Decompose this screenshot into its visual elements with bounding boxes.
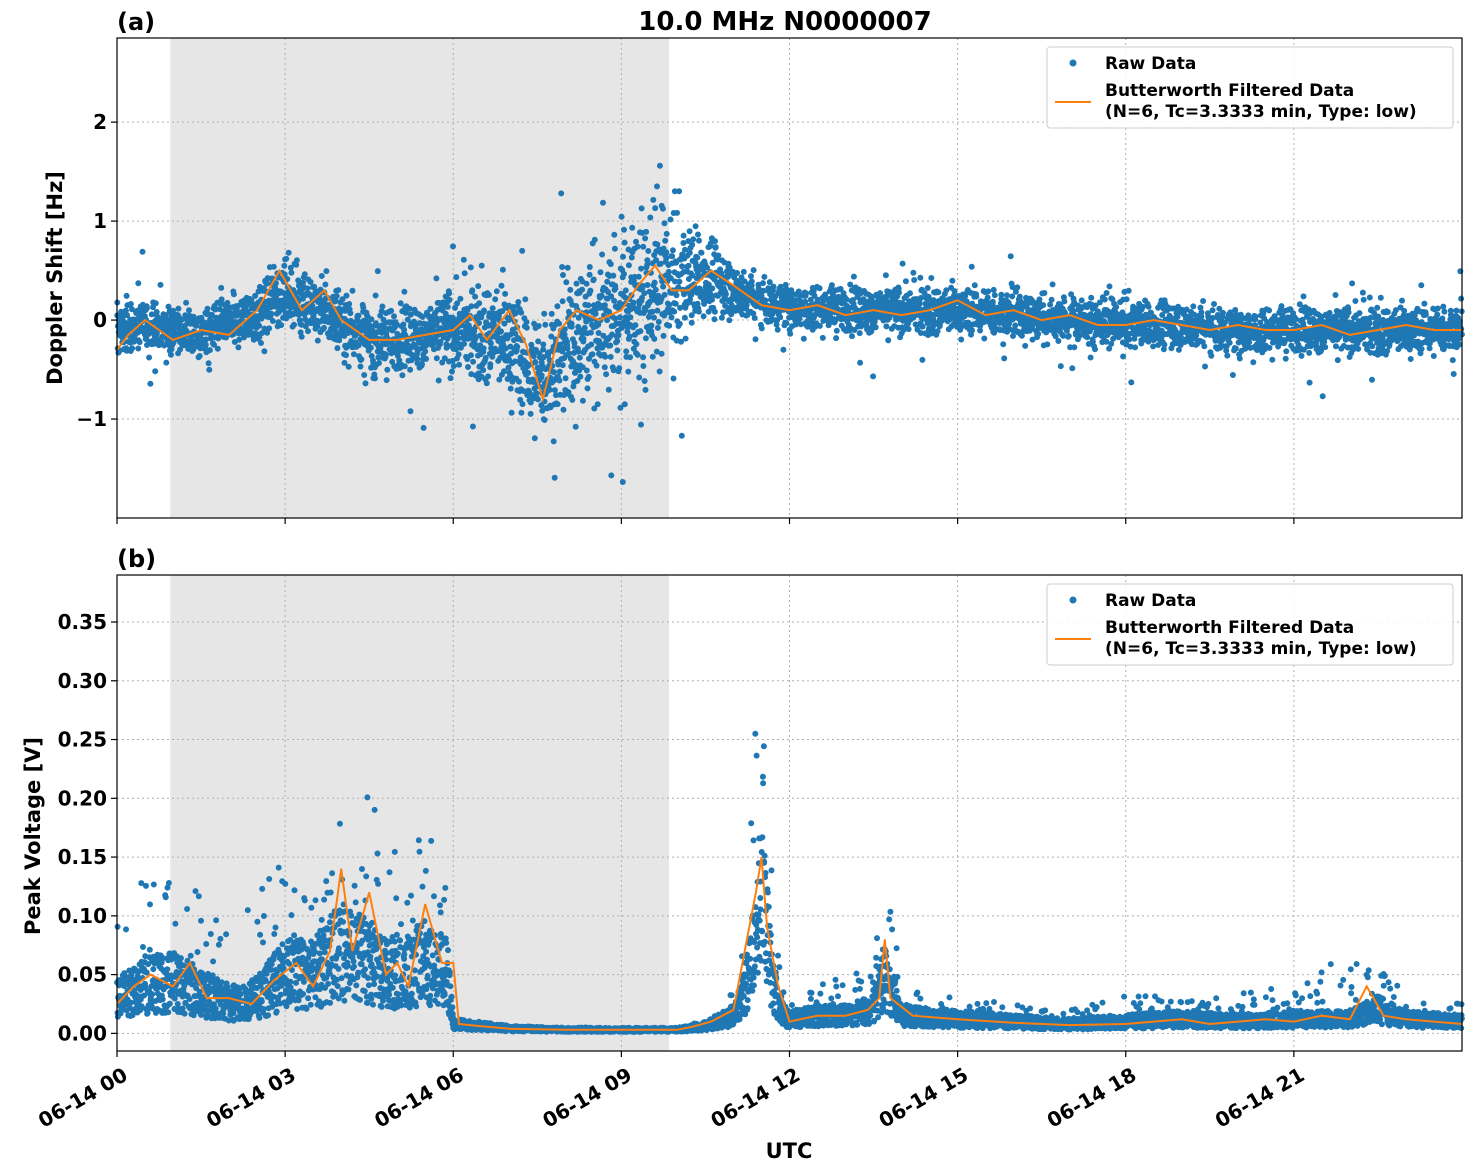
y-tick-label: 0.15: [58, 845, 107, 869]
legend-filtered-params-a: (N=6, Tc=3.3333 min, Type: low): [1105, 102, 1417, 122]
y-tick-label: 0.25: [58, 728, 107, 752]
x-tick-label: 06-14 03: [202, 1062, 300, 1132]
y-tick-label: 0.20: [58, 786, 107, 810]
figure: −1 0 1 2 (a) 10.0 MHz N0000007 Doppler Shif…: [0, 0, 1471, 1172]
x-ticks-a: [117, 518, 1294, 524]
panel-label-a: (a): [117, 8, 155, 36]
x-tick-label: 06-14 00: [34, 1062, 132, 1132]
panel-label-b: (b): [117, 545, 156, 573]
y-tick-label: 0: [93, 308, 107, 332]
legend-a: Raw Data Butterworth Filtered Data (N=6,…: [1047, 47, 1453, 128]
y-tick-label: 0.00: [58, 1021, 107, 1045]
legend-raw-marker-b: [1070, 597, 1077, 604]
y-tick-label: 0.05: [58, 963, 107, 987]
y-tick-label: 0.10: [58, 904, 107, 928]
legend-raw-marker-a: [1070, 60, 1077, 67]
x-axis-label: UTC: [766, 1139, 813, 1163]
x-ticks-b: 06-14 00 06-14 03 06-14 06 06-14 09 06-14 12…: [34, 1051, 1308, 1133]
y-tick-label: 0.35: [58, 610, 107, 634]
y-tick-label: 1: [93, 209, 107, 233]
y-axis-label-a: Doppler Shift [Hz]: [43, 171, 67, 385]
x-tick-label: 06-14 09: [538, 1062, 636, 1132]
voltage-panel: 0.00 0.05 0.10 0.15 0.20 0.25 0.30 0.35 06-14 0…: [21, 545, 1465, 1163]
legend-filtered-label-b: Butterworth Filtered Data: [1105, 618, 1354, 638]
y-tick-label: 2: [93, 110, 107, 134]
x-tick-label: 06-14 18: [1043, 1062, 1141, 1132]
y-ticks-b: 0.00 0.05 0.10 0.15 0.20 0.25 0.30 0.35: [58, 610, 117, 1045]
y-tick-label: 0.30: [58, 669, 107, 693]
legend-filtered-params-b: (N=6, Tc=3.3333 min, Type: low): [1105, 639, 1417, 659]
legend-raw-label-b: Raw Data: [1105, 591, 1196, 611]
figure-title: 10.0 MHz N0000007: [638, 7, 931, 37]
x-tick-label: 06-14 21: [1211, 1062, 1309, 1132]
legend-raw-label-a: Raw Data: [1105, 54, 1196, 74]
x-tick-label: 06-14 15: [875, 1062, 973, 1132]
x-tick-label: 06-14 12: [706, 1062, 804, 1132]
doppler-panel: −1 0 1 2 (a) 10.0 MHz N0000007 Doppler Shif…: [43, 7, 1465, 524]
y-axis-label-b: Peak Voltage [V]: [21, 737, 45, 935]
legend-b: Raw Data Butterworth Filtered Data (N=6,…: [1047, 584, 1453, 665]
y-ticks-a: −1 0 1 2: [76, 110, 117, 431]
night-shading-b: [170, 575, 669, 1051]
legend-filtered-label-a: Butterworth Filtered Data: [1105, 81, 1354, 101]
x-tick-label: 06-14 06: [370, 1062, 468, 1132]
y-tick-label: −1: [76, 407, 107, 431]
